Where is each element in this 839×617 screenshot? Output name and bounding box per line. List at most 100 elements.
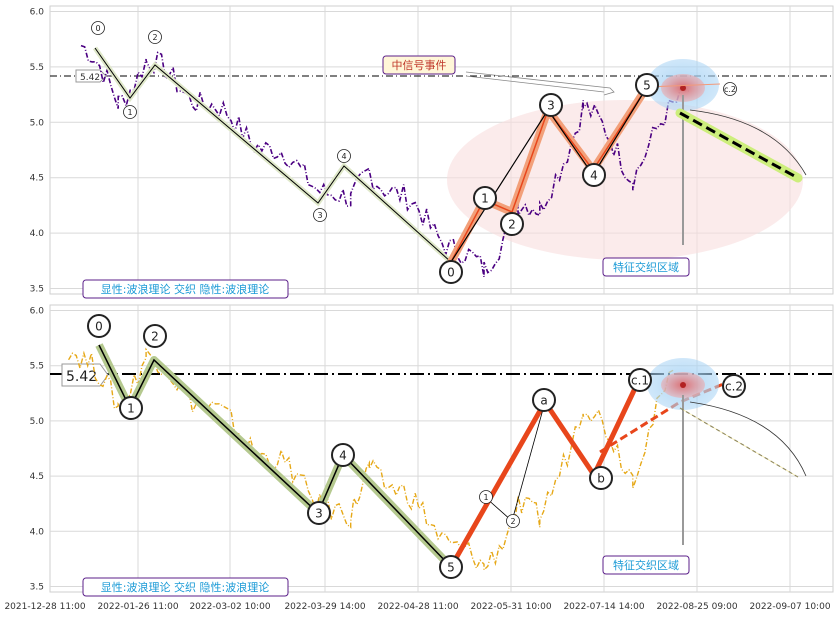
y-tick-label: 3.5 bbox=[30, 284, 44, 294]
wave-marker: 2 bbox=[506, 514, 520, 528]
legend-label: 显性:波浪理论 交织 隐性:波浪理论 bbox=[101, 580, 269, 594]
event-arrow bbox=[465, 71, 615, 96]
wave-marker: 1 bbox=[479, 490, 493, 504]
y-tick-label: 4.0 bbox=[30, 527, 45, 537]
y-tick-label: 6.0 bbox=[30, 307, 45, 317]
wave-marker: 4 bbox=[331, 443, 355, 467]
reference-tag: 5.42 bbox=[61, 363, 109, 387]
wave-label: 1 bbox=[127, 108, 132, 117]
reference-tag: 5.42 bbox=[75, 69, 107, 83]
y-tick-label: 5.0 bbox=[30, 118, 45, 128]
zone-callout: 特征交织区域 bbox=[602, 555, 690, 575]
wave-marker: 2 bbox=[148, 30, 162, 44]
feature-blob-center bbox=[680, 85, 686, 91]
reference-value-label: 5.42 bbox=[66, 369, 97, 385]
zone-callout: 特征交织区域 bbox=[602, 257, 690, 277]
forecast-arc bbox=[689, 401, 807, 477]
wave-label: c.2 bbox=[724, 85, 736, 94]
grid-lines bbox=[50, 305, 833, 592]
wave-marker: 5 bbox=[635, 73, 659, 97]
wave-markers: 0 1 2 3 4 5 1 2 a b c.1 c.2 bbox=[87, 314, 746, 579]
projection-line bbox=[450, 86, 648, 263]
wave-label: c.1 bbox=[631, 374, 649, 388]
pattern-line bbox=[98, 344, 452, 568]
wave-marker: 3 bbox=[307, 501, 331, 525]
wave-label: 1 bbox=[481, 192, 489, 206]
x-tick-label: 2022-04-28 11:00 bbox=[377, 602, 458, 612]
legend-box: 显性:波浪理论 交织 隐性:波浪理论 bbox=[82, 577, 289, 597]
y-tick-label: 5.0 bbox=[30, 417, 45, 427]
forecast-arrow bbox=[646, 83, 721, 88]
wave-label: a bbox=[540, 394, 547, 408]
x-tick-label: 2021-12-28 11:00 bbox=[4, 602, 85, 612]
event-callout: 中信号事件 bbox=[382, 55, 615, 96]
y-tick-label: 5.5 bbox=[30, 63, 44, 73]
event-label: 中信号事件 bbox=[392, 59, 447, 72]
zone-label: 特征交织区域 bbox=[613, 558, 679, 572]
hidden-pattern-line bbox=[450, 86, 648, 263]
wave-label: 2 bbox=[510, 517, 515, 526]
x-tick-label: 2022-03-29 14:00 bbox=[284, 602, 365, 612]
wave-marker: 1 bbox=[473, 186, 497, 210]
y-tick-label: 5.5 bbox=[30, 362, 44, 372]
wave-marker: c.2 bbox=[722, 374, 746, 398]
price-series bbox=[80, 44, 689, 277]
wave-marker: 0 bbox=[439, 260, 463, 284]
wave-marker: 2 bbox=[143, 324, 167, 348]
wave-label: 2 bbox=[152, 33, 157, 42]
wave-label: 5 bbox=[447, 561, 455, 575]
wave-marker: 3 bbox=[539, 93, 563, 117]
forecast-arc bbox=[689, 109, 807, 176]
wave-label: 3 bbox=[317, 211, 322, 220]
legend-label: 显性:波浪理论 交织 隐性:波浪理论 bbox=[101, 282, 269, 296]
wave-marker: 2 bbox=[500, 212, 524, 236]
x-tick-label: 2022-01-26 11:00 bbox=[97, 602, 178, 612]
wave-marker: c.1 bbox=[628, 368, 652, 392]
zone-label: 特征交织区域 bbox=[613, 260, 679, 274]
wave-label: 0 bbox=[95, 320, 103, 334]
y-tick-label: 4.5 bbox=[30, 472, 44, 482]
wave-marker: b bbox=[589, 466, 613, 490]
projection-line bbox=[448, 380, 641, 569]
top-chart-panel: 6.0 5.5 5.0 4.5 4.0 3.5 5.42 中信号事件 0 1 2 3 4 0 1 2 3 4… bbox=[30, 5, 834, 299]
y-axis-ticks: 6.0 5.5 5.0 4.5 4.0 3.5 bbox=[30, 307, 45, 593]
wave-label: 2 bbox=[151, 330, 159, 344]
wave-label: 0 bbox=[95, 24, 100, 33]
x-tick-label: 2022-05-31 10:00 bbox=[470, 602, 551, 612]
wave-marker: 0 bbox=[87, 314, 111, 338]
forecast-dashed-line bbox=[679, 111, 799, 180]
bottom-chart-panel: 6.0 5.5 5.0 4.5 4.0 3.5 5.42 0 1 2 3 4 5 1 2 a b c.1 c.2… bbox=[30, 304, 834, 597]
wave-label: c.2 bbox=[725, 380, 743, 394]
wave-marker: 0 bbox=[91, 21, 105, 35]
x-axis-ticks: 2021-12-28 11:00 2022-01-26 11:00 2022-03-… bbox=[4, 602, 830, 612]
wave-label: 4 bbox=[590, 169, 598, 183]
wave-markers: 0 1 2 3 4 0 1 2 3 4 5 c.2 bbox=[91, 21, 737, 284]
wave-marker: 5 bbox=[439, 555, 463, 579]
x-tick-label: 2022-08-25 09:00 bbox=[656, 602, 737, 612]
wave-marker: 1 bbox=[119, 396, 143, 420]
wave-label: 0 bbox=[447, 266, 455, 280]
wave-marker: a bbox=[532, 388, 556, 412]
wave-label: 1 bbox=[127, 402, 135, 416]
reference-value-label: 5.42 bbox=[80, 73, 100, 83]
y-tick-label: 4.0 bbox=[30, 229, 45, 239]
pattern-line bbox=[94, 47, 452, 263]
x-tick-label: 2022-07-14 14:00 bbox=[563, 602, 644, 612]
forecast-yellow bbox=[679, 407, 799, 478]
feature-blob-center bbox=[680, 382, 686, 388]
wave-label: 5 bbox=[643, 79, 651, 93]
wave-label: 4 bbox=[339, 449, 347, 463]
wave-marker: 3 bbox=[313, 208, 327, 222]
y-tick-label: 6.0 bbox=[30, 8, 45, 18]
wave-marker: 4 bbox=[337, 149, 351, 163]
plot-frame bbox=[49, 304, 834, 593]
wave-label: 2 bbox=[508, 218, 516, 232]
price-series bbox=[67, 347, 674, 572]
wave-marker: 1 bbox=[123, 105, 137, 119]
wave-marker: c.2 bbox=[723, 82, 737, 96]
x-tick-label: 2022-09-07 10:00 bbox=[749, 602, 830, 612]
y-axis-ticks: 6.0 5.5 5.0 4.5 4.0 3.5 bbox=[30, 8, 45, 295]
x-tick-label: 2022-03-02 10:00 bbox=[189, 602, 270, 612]
wave-label: b bbox=[597, 472, 605, 486]
